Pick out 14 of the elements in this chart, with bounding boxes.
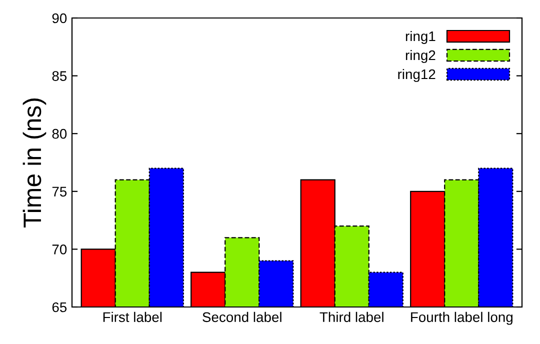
y-axis-title: Time in (ns) [22,98,46,228]
legend-label: ring12 [398,68,436,82]
y-tick-label: 80 [52,128,67,139]
legend-label: ring1 [406,30,436,44]
x-tick-label: Third label [320,312,384,322]
x-tick-label: Second label [202,312,282,322]
x-tick-label: First label [103,312,162,322]
y-tick-label: 90 [52,13,67,24]
legend-label: ring2 [406,50,436,63]
x-tick-label: Fourth label long [411,312,512,325]
y-tick-label: 75 [52,186,67,197]
y-tick-label: 70 [52,244,67,254]
y-tick-label: 85 [52,71,67,81]
y-tick-label: 65 [52,302,67,312]
